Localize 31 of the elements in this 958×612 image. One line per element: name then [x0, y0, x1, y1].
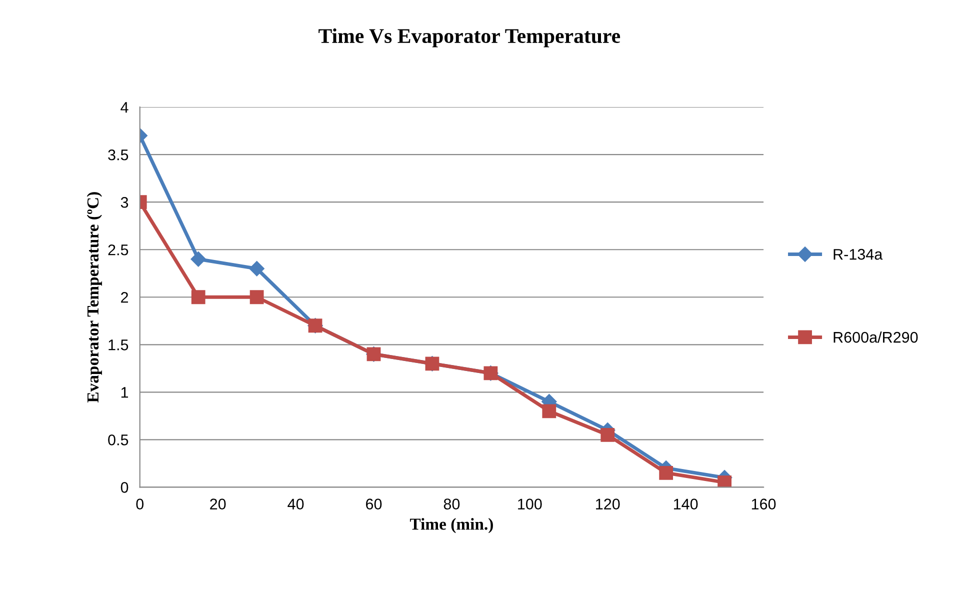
point [542, 404, 556, 418]
x-tick-label: 40 [288, 498, 304, 510]
point [718, 475, 732, 488]
point [250, 290, 264, 304]
x-axis-title: Time (min.) [410, 518, 493, 534]
point [191, 290, 206, 304]
chart-title: Time Vs Evaporator Temperature [318, 28, 620, 48]
x-tick-label: 100 [518, 498, 542, 510]
y-tick-label: 1 [121, 387, 128, 398]
x-tick-label: 60 [366, 498, 382, 510]
y-tick-label: 4 [120, 102, 128, 113]
x-tick-label: 120 [596, 498, 620, 510]
y-tick-label: 1.5 [108, 340, 128, 350]
legend-label: R600a/R290 [834, 332, 918, 343]
y-tick-label: 3.5 [108, 149, 128, 160]
x-tick-label: 20 [210, 498, 226, 510]
y-axis-title: Evaporator Temperature (ºC) [86, 192, 102, 403]
point [190, 252, 206, 267]
x-tick-label: 140 [674, 498, 698, 510]
y-tick-label: 3 [120, 196, 128, 208]
x-tick-label: 80 [444, 498, 460, 510]
y-tick-label: 0.5 [108, 434, 128, 446]
y-tick-label: 2 [121, 292, 128, 303]
x-tick-label: 0 [136, 498, 144, 510]
x-tick-label: 160 [752, 498, 776, 510]
y-tick-label: 2.5 [108, 244, 128, 256]
point [659, 466, 674, 480]
legend-label: R-134a [834, 248, 883, 260]
point [600, 428, 615, 442]
point [249, 261, 264, 276]
y-tick-label: 0 [120, 482, 128, 493]
